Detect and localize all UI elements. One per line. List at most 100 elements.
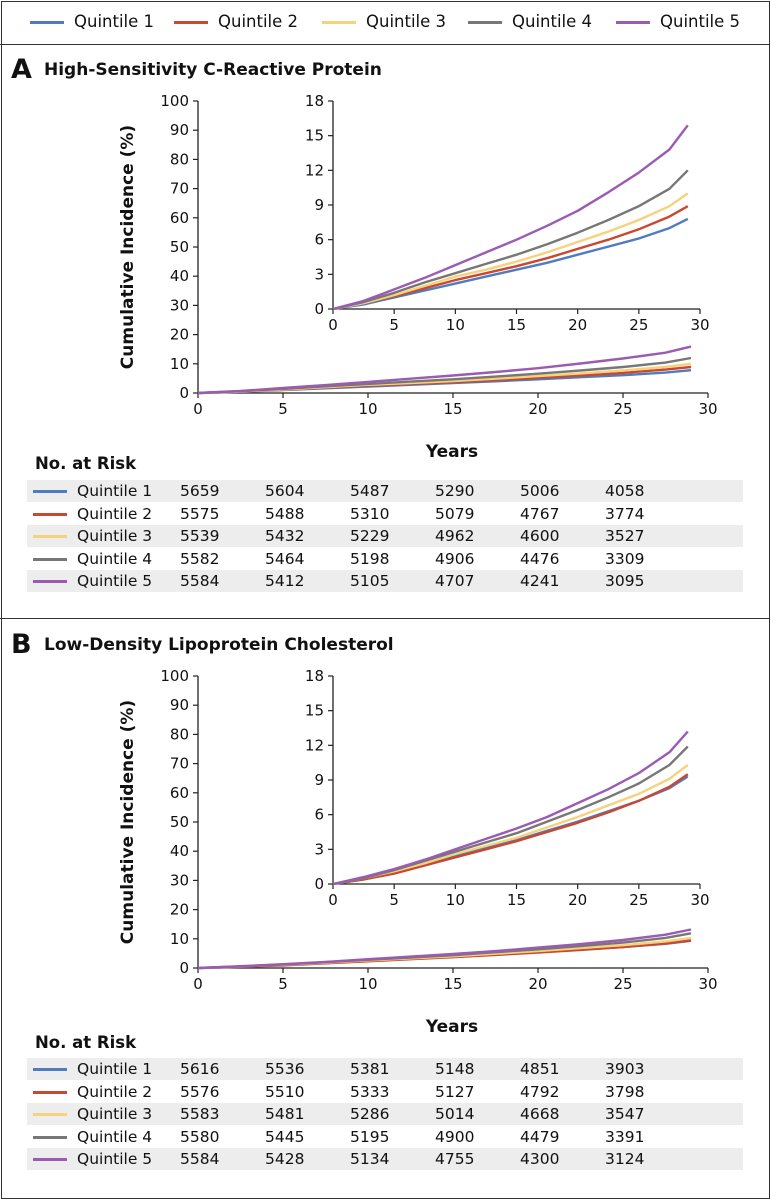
risk-table-title: No. at Risk bbox=[35, 454, 137, 473]
series-line-quintile-4 bbox=[332, 745, 689, 886]
risk-cell: 5195 bbox=[350, 1127, 390, 1146]
risk-row-label: Quintile 5 bbox=[77, 1150, 153, 1169]
risk-row-label: Quintile 4 bbox=[77, 1127, 153, 1146]
risk-row-quintile-3: Quintile 3 5583 5481 5286 5014 4668 3547 bbox=[27, 1103, 743, 1126]
y-tick-label: 20 bbox=[170, 326, 189, 344]
y-tick-label: 60 bbox=[170, 209, 189, 227]
legend-swatch bbox=[468, 21, 502, 24]
legend-swatch bbox=[30, 21, 64, 24]
y-tick-label: 0 bbox=[314, 300, 324, 318]
y-tick-label: 90 bbox=[170, 121, 189, 139]
risk-cell: 5659 bbox=[180, 482, 220, 500]
risk-row-label: Quintile 3 bbox=[77, 1105, 153, 1124]
y-tick-label: 0 bbox=[179, 384, 189, 402]
risk-cell: 4707 bbox=[435, 572, 475, 591]
risk-cell: 5229 bbox=[350, 527, 390, 546]
x-tick-label: 0 bbox=[328, 891, 338, 909]
risk-row-swatch bbox=[33, 1113, 67, 1117]
risk-row-label: Quintile 1 bbox=[77, 482, 153, 500]
risk-cell: 5481 bbox=[265, 1105, 305, 1124]
risk-cell: 4476 bbox=[520, 549, 560, 568]
risk-row-label: Quintile 2 bbox=[77, 504, 153, 523]
x-tick-label: 30 bbox=[698, 400, 717, 418]
x-tick-label: 10 bbox=[358, 975, 377, 993]
risk-cell: 5539 bbox=[180, 527, 220, 546]
risk-cell: 3774 bbox=[605, 504, 645, 523]
risk-cell: 5079 bbox=[435, 504, 475, 523]
y-tick-label: 12 bbox=[305, 736, 324, 754]
legend-label: Quintile 4 bbox=[512, 12, 593, 31]
x-tick-label: 20 bbox=[528, 400, 547, 418]
y-tick-label: 3 bbox=[314, 265, 324, 283]
risk-cell: 5127 bbox=[435, 1082, 475, 1101]
y-tick-label: 18 bbox=[305, 92, 324, 110]
risk-row-label: Quintile 2 bbox=[77, 1082, 153, 1101]
risk-row-quintile-1: Quintile 1 5659 5604 5487 5290 5006 4058 bbox=[27, 480, 743, 502]
risk-cell: 5487 bbox=[350, 482, 390, 500]
risk-cell: 4668 bbox=[520, 1105, 560, 1124]
risk-cell: 5616 bbox=[180, 1060, 220, 1078]
risk-row-swatch bbox=[33, 580, 67, 584]
x-tick-label: 10 bbox=[446, 891, 465, 909]
y-tick-label: 10 bbox=[170, 930, 189, 948]
risk-cell: 5286 bbox=[350, 1105, 390, 1124]
legend-swatch bbox=[174, 21, 208, 24]
risk-cell: 4479 bbox=[520, 1127, 560, 1146]
x-tick-label: 30 bbox=[698, 975, 717, 993]
y-tick-label: 80 bbox=[170, 150, 189, 168]
risk-cell: 4900 bbox=[435, 1127, 475, 1146]
risk-cell: 3391 bbox=[605, 1127, 645, 1146]
risk-row-swatch bbox=[33, 490, 67, 493]
y-tick-label: 90 bbox=[170, 696, 189, 714]
risk-cell: 5428 bbox=[265, 1150, 305, 1169]
y-tick-label: 6 bbox=[314, 806, 324, 824]
x-tick-label: 15 bbox=[507, 316, 526, 334]
risk-row-quintile-5: Quintile 5 5584 5412 5105 4707 4241 3095 bbox=[27, 570, 743, 593]
risk-row-label: Quintile 5 bbox=[77, 572, 153, 591]
series-line-quintile-5 bbox=[197, 345, 692, 395]
y-tick-label: 60 bbox=[170, 784, 189, 802]
x-tick-label: 0 bbox=[193, 400, 203, 418]
risk-cell: 4906 bbox=[435, 549, 475, 568]
risk-row-swatch bbox=[33, 1068, 67, 1071]
risk-cell: 3903 bbox=[605, 1060, 645, 1078]
x-tick-label: 5 bbox=[278, 975, 288, 993]
series-line-quintile-5 bbox=[332, 124, 689, 311]
risk-cell: 3309 bbox=[605, 549, 645, 568]
risk-cell: 5290 bbox=[435, 482, 475, 500]
risk-cell: 5134 bbox=[350, 1150, 390, 1169]
risk-table-title: No. at Risk bbox=[35, 1033, 137, 1052]
risk-cell: 3547 bbox=[605, 1105, 645, 1124]
series-line-quintile-3 bbox=[332, 764, 689, 886]
risk-row-label: Quintile 1 bbox=[77, 1060, 153, 1078]
y-tick-label: 40 bbox=[170, 842, 189, 860]
y-tick-label: 50 bbox=[170, 813, 189, 831]
y-tick-label: 40 bbox=[170, 267, 189, 285]
x-tick-label: 20 bbox=[568, 891, 587, 909]
risk-row-quintile-4: Quintile 4 5582 5464 5198 4906 4476 3309 bbox=[27, 548, 743, 570]
risk-cell: 3095 bbox=[605, 572, 645, 591]
risk-cell: 5488 bbox=[265, 504, 305, 523]
risk-cell: 5310 bbox=[350, 504, 390, 523]
x-tick-label: 0 bbox=[328, 316, 338, 334]
y-tick-label: 9 bbox=[314, 771, 324, 789]
risk-row-quintile-2: Quintile 2 5575 5488 5310 5079 4767 3774 bbox=[27, 503, 743, 525]
y-tick-label: 30 bbox=[170, 296, 189, 314]
y-tick-label: 70 bbox=[170, 180, 189, 198]
x-tick-label: 25 bbox=[613, 400, 632, 418]
risk-cell: 5464 bbox=[265, 549, 305, 568]
risk-row-quintile-2: Quintile 2 5576 5510 5333 5127 4792 3798 bbox=[27, 1081, 743, 1103]
risk-cell: 5445 bbox=[265, 1127, 305, 1146]
risk-cell: 4600 bbox=[520, 527, 560, 546]
series-line-quintile-3 bbox=[332, 192, 689, 311]
y-tick-label: 6 bbox=[314, 231, 324, 249]
legend-label: Quintile 3 bbox=[366, 12, 447, 31]
panel-letter: A bbox=[11, 54, 32, 85]
x-tick-label: 30 bbox=[690, 316, 709, 334]
risk-cell: 5580 bbox=[180, 1127, 220, 1146]
main-series-group bbox=[197, 928, 692, 970]
y-axis-title: Cumulative Incidence (%) bbox=[118, 700, 138, 944]
risk-cell: 4300 bbox=[520, 1150, 560, 1169]
